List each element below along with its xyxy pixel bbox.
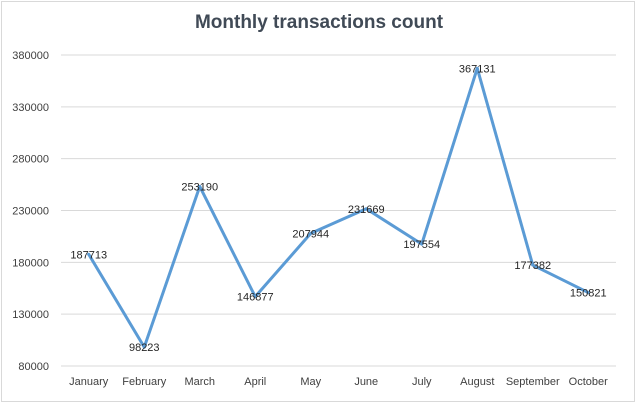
y-tick-label: 80000 (18, 361, 49, 373)
data-point (475, 66, 479, 70)
data-point (420, 242, 424, 246)
data-point (253, 295, 257, 299)
x-tick-label: May (300, 376, 321, 388)
data-label: 367131 (459, 63, 496, 75)
data-label: 150821 (570, 288, 607, 300)
data-label: 231669 (348, 204, 385, 216)
data-point (586, 291, 590, 295)
x-tick-label: March (184, 376, 215, 388)
data-point (198, 184, 202, 188)
data-label: 253190 (181, 181, 218, 193)
y-tick-label: 380000 (12, 50, 49, 62)
data-point (142, 345, 146, 349)
x-tick-label: June (354, 376, 378, 388)
x-tick-label: February (122, 376, 167, 388)
data-label: 187713 (70, 249, 107, 261)
data-point (364, 207, 368, 211)
y-tick-label: 330000 (12, 102, 49, 114)
x-tick-label: April (244, 376, 266, 388)
chart-title: Monthly transactions count (194, 12, 444, 33)
series-line (87, 66, 590, 349)
y-tick-label: 230000 (12, 206, 49, 218)
x-tick-label: August (460, 376, 494, 388)
y-tick-label: 130000 (12, 309, 49, 321)
y-tick-label: 180000 (12, 257, 49, 269)
x-tick-label: September (506, 376, 560, 388)
data-label: 197554 (403, 239, 440, 251)
data-label: 146877 (237, 292, 274, 304)
data-label: 98223 (129, 342, 160, 354)
x-tick-label: October (569, 376, 608, 388)
y-tick-label: 280000 (12, 154, 49, 166)
x-tick-label: July (412, 376, 432, 388)
data-label: 177382 (514, 260, 551, 272)
data-label: 207944 (292, 228, 329, 240)
data-point (531, 263, 535, 267)
data-point (309, 231, 313, 235)
data-point (87, 252, 91, 256)
x-tick-label: January (69, 376, 109, 388)
